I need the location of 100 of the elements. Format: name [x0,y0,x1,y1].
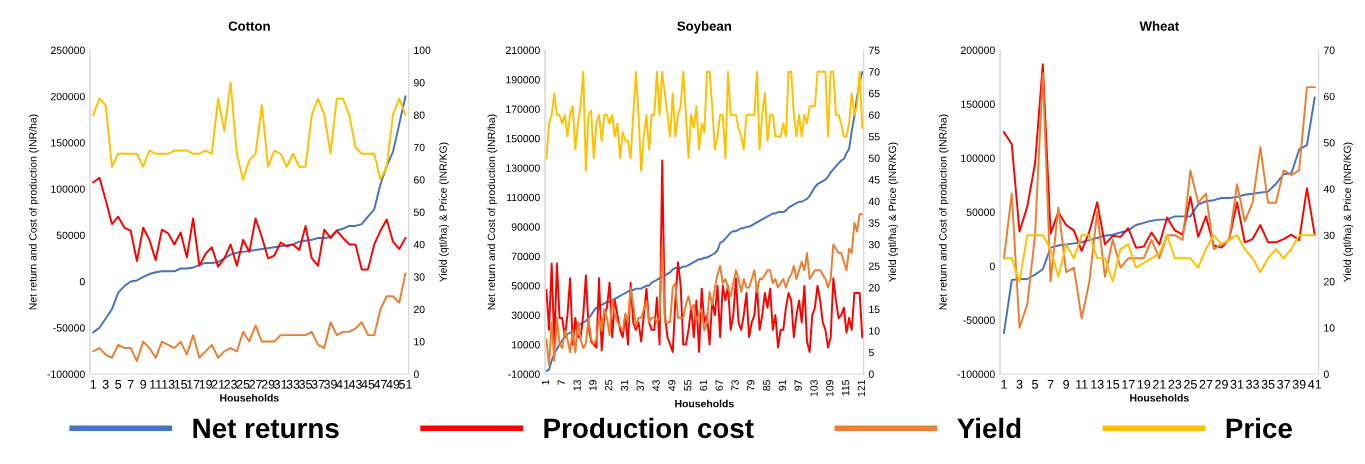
y2-axis-title: Yield (qtl/ha) & Price (INR/KG) [888,142,899,282]
y2-tick-label: 60 [413,176,425,184]
y-tick-label: 200000 [51,92,85,101]
line-series [1003,234,1316,283]
y-tick-label: 210000 [506,46,540,54]
y2-tick-label: 30 [1323,231,1335,240]
y2-tick-label: 10 [1324,324,1335,332]
x-tick-label: 25 [605,379,613,391]
x-tick-label: 31 [620,380,629,391]
y-axis-title: Net return and Cost of production (INR/ha) [938,114,949,310]
legend-label: Yield [957,417,1021,439]
y2-tick-label: 25 [868,262,880,270]
x-tick-label: 7 [1047,380,1054,389]
y-tick-label: 100000 [51,185,85,193]
x-tick-label: 5 [115,380,122,389]
x-tick-label: 9 [1063,379,1069,389]
x-tick-label: 61 [699,380,708,391]
y2-tick-label: 10 [869,327,880,335]
x-tick-label: 37 [1277,379,1290,389]
line-series [92,81,407,181]
legend-label: Net returns [193,418,339,439]
x-tick-label: 23 [224,379,238,389]
x-tick-label: 13 [573,380,581,391]
x-tick-label: 31 [1230,379,1244,389]
y2-tick-label: 10 [414,338,425,346]
x-tick-label: 33 [286,379,300,389]
line-series [92,272,407,362]
y2-tick-label: 55 [868,133,880,141]
y2-tick-label: 15 [869,305,880,314]
y-tick-label: 150000 [961,100,995,108]
y-tick-label: 200000 [961,46,995,54]
y2-tick-label: 50 [1323,139,1335,147]
x-tick-label: 79 [747,380,755,391]
x-tick-label: 31 [274,379,287,389]
y-tick-label: 150000 [51,139,85,147]
y-tick-label: 110000 [507,193,540,202]
line-series [545,70,864,172]
y-tick-label: 250000 [51,46,85,54]
x-tick-label: 109 [826,380,834,397]
y2-tick-label: 20 [413,305,425,314]
chart-title: Soybean [677,21,732,34]
y2-tick-label: 0 [413,370,419,378]
x-tick-label: 1 [1001,380,1007,389]
legend-label: Price [1226,417,1292,439]
x-tick-label: 1 [90,380,97,389]
y2-tick-label: 70 [1323,46,1335,54]
x-tick-label: 27 [1199,379,1213,389]
y-tick-label: 10000 [512,341,540,349]
x-tick-label: 49 [386,379,400,389]
y-tick-label: 50000 [511,282,540,290]
x-tick-label: 25 [236,379,250,389]
x-tick-label: 73 [731,380,739,391]
x-tick-label: 21 [1153,379,1166,389]
x-tick-label: 15 [1106,380,1120,389]
x-tick-label: 3 [102,379,109,389]
x-tick-label: 39 [324,379,337,389]
y-tick-label: 0 [989,262,995,270]
x-tick-label: 19 [199,379,212,389]
x-tick-label: 45 [361,380,375,389]
x-tick-label: 39 [1292,379,1306,389]
x-tick-label: 103 [810,380,818,397]
y-tick-label: 170000 [506,105,540,113]
x-tick-label: 41 [336,380,350,389]
x-tick-label: 13 [162,379,175,389]
y2-tick-label: 70 [868,68,880,76]
y2-tick-label: 50 [868,154,880,162]
y2-tick-label: 5 [868,349,874,357]
y-tick-label: -10000 [508,370,540,378]
x-axis-title: Households [1130,393,1189,402]
x-tick-label: 13 [1091,379,1104,389]
y-tick-label: 0 [79,277,85,286]
x-tick-label: 15 [174,380,188,389]
y2-tick-label: 20 [1323,277,1335,286]
y-tick-label: 130000 [506,164,540,172]
x-tick-label: 17 [1122,380,1135,389]
x-tick-label: 7 [127,380,134,389]
x-tick-label: 43 [652,380,660,391]
y2-tick-label: 35 [868,219,880,227]
x-axis-title: Households [220,393,279,402]
line-series [545,159,864,353]
y2-tick-label: 60 [1323,92,1335,101]
chart-title: Wheat [1139,21,1179,31]
x-tick-label: 41 [1308,380,1322,389]
y2-tick-label: 70 [413,143,425,152]
x-tick-label: 67 [715,380,723,391]
x-tick-label: 17 [187,380,200,389]
x-tick-label: 43 [348,379,362,389]
line-series [1003,63,1316,252]
y2-axis-title: Yield (qtl/ha) & Price (INR/KG) [1343,142,1354,282]
x-tick-label: 19 [589,380,597,391]
y2-tick-label: 50 [413,208,425,216]
x-tick-label: 3 [1016,379,1023,389]
y2-tick-label: 40 [1323,185,1335,193]
x-tick-label: 23 [1168,379,1182,389]
x-tick-label: 7 [557,380,565,385]
line-series [92,95,407,334]
x-tick-label: 115 [842,379,850,396]
y2-tick-label: 40 [413,240,425,249]
x-tick-label: 21 [211,379,225,389]
x-tick-label: 11 [1076,380,1088,389]
